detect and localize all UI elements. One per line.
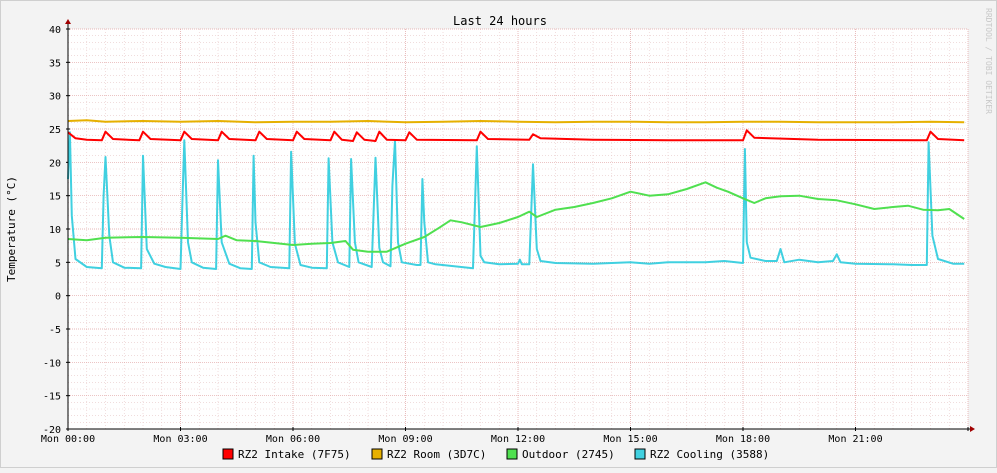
y-axis-label: Temperature (°C) [5,176,18,282]
y-tick-label: 10 [49,225,61,236]
legend-swatch [222,448,234,460]
legend-label: RZ2 Room (3D7C) [387,448,486,461]
y-tick-label: 15 [49,192,61,203]
y-tick-label: 20 [49,158,61,169]
legend-item: Outdoor (2745) [506,448,615,461]
y-tick-label: -15 [43,392,61,403]
watermark: RRDTOOL / TOBI OETIKER [984,8,993,114]
series-layer [67,119,965,270]
y-tick-labels: 40 35 30 25 20 15 10 5 0 -5 -10 -15 -20 [43,25,61,436]
axes [65,19,975,432]
x-tick-labels: Mon 00:00 Mon 03:00 Mon 06:00 Mon 09:00 Mon … [41,434,883,445]
legend-label: RZ2 Intake (7F75) [238,448,351,461]
y-axis-arrow-icon [65,19,71,24]
x-axis-arrow-icon [970,426,975,432]
x-tick-label: Mon 15:00 [603,434,657,445]
legend-swatch [506,448,518,460]
legend-label: Outdoor (2745) [522,448,615,461]
y-tick-label: 0 [55,292,61,303]
legend-swatch [371,448,383,460]
legend-item: RZ2 Intake (7F75) [222,448,351,461]
legend-item: RZ2 Cooling (3588) [634,448,769,461]
y-tick-label: 5 [55,258,61,269]
y-tick-label: -5 [49,325,61,336]
y-tick-label: -10 [43,358,61,369]
series-line [67,129,965,142]
legend: RZ2 Intake (7F75) RZ2 Room (3D7C) Outdoor … [222,448,769,461]
x-tick-label: Mon 06:00 [266,434,320,445]
y-tick-label: -20 [43,425,61,436]
x-tick-label: Mon 21:00 [828,434,882,445]
y-tick-label: 25 [49,125,61,136]
x-tick-label: Mon 18:00 [716,434,770,445]
y-tick-label: 30 [49,92,61,103]
legend-label: RZ2 Cooling (3588) [650,448,769,461]
x-tick-label: Mon 00:00 [41,434,95,445]
x-tick-label: Mon 12:00 [491,434,545,445]
legend-swatch [634,448,646,460]
y-tick-label: 35 [49,58,61,69]
y-tick-label: 40 [49,25,61,36]
legend-item: RZ2 Room (3D7C) [371,448,486,461]
x-tick-label: Mon 09:00 [378,434,432,445]
series-line [67,119,965,124]
series-line [67,181,965,253]
x-tick-label: Mon 03:00 [153,434,207,445]
series-line [67,131,965,270]
chart-title: Last 24 hours [453,14,547,28]
